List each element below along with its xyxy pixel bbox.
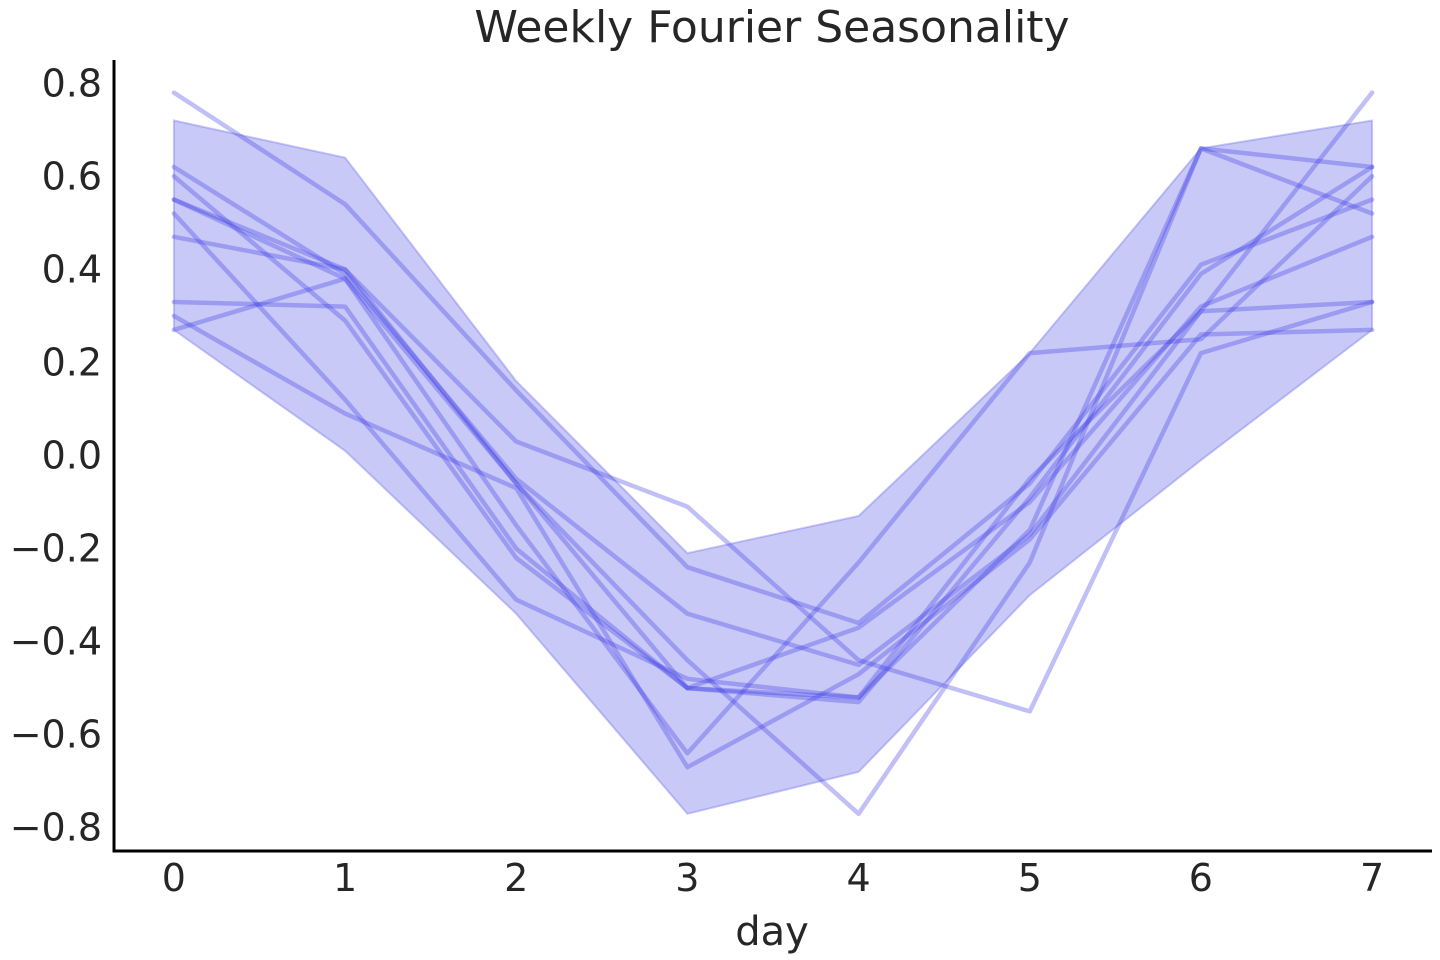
series-line-2	[171, 164, 1375, 668]
y-tick-label: 0.6	[42, 154, 102, 198]
uncertainty-band	[172, 119, 1374, 815]
x-tick-label: 3	[675, 856, 699, 900]
x-tick-labels: 0 1 2 3 4 5 6 7	[162, 856, 1384, 900]
series-line-6	[171, 90, 1375, 700]
x-tick-label: 1	[333, 856, 357, 900]
series-line-3	[171, 164, 1375, 705]
x-tick-label: 7	[1360, 856, 1384, 900]
y-tick-labels: 0.8 0.6 0.4 0.2 0.0 −0.2 −0.4 −0.6 −0.8	[10, 61, 102, 849]
chart-title: Weekly Fourier Seasonality	[474, 2, 1069, 53]
x-tick-label: 6	[1189, 856, 1213, 900]
y-tick-label: 0.8	[42, 61, 102, 105]
uncertainty-band-layer	[172, 119, 1374, 815]
x-tick-label: 5	[1018, 856, 1042, 900]
x-axis-label: day	[735, 909, 809, 955]
series-line-5	[171, 174, 1375, 756]
y-tick-label: −0.4	[10, 620, 102, 664]
x-tick-label: 4	[847, 856, 871, 900]
y-tick-label: 0.4	[42, 247, 102, 291]
series-line-10	[171, 146, 1375, 700]
y-tick-label: −0.8	[10, 806, 102, 850]
y-tick-label: −0.6	[10, 713, 102, 757]
series-line-1	[171, 90, 1375, 626]
series-line-4	[171, 197, 1375, 714]
x-tick-label: 2	[504, 856, 528, 900]
series-line-8	[171, 234, 1375, 691]
y-tick-label: 0.0	[42, 434, 102, 478]
y-tick-label: 0.2	[42, 340, 102, 384]
series-line-9	[171, 313, 1375, 770]
series-line-7	[171, 146, 1375, 817]
series-lines-layer	[171, 90, 1375, 817]
x-tick-label: 0	[162, 856, 186, 900]
y-tick-label: −0.2	[10, 527, 102, 571]
